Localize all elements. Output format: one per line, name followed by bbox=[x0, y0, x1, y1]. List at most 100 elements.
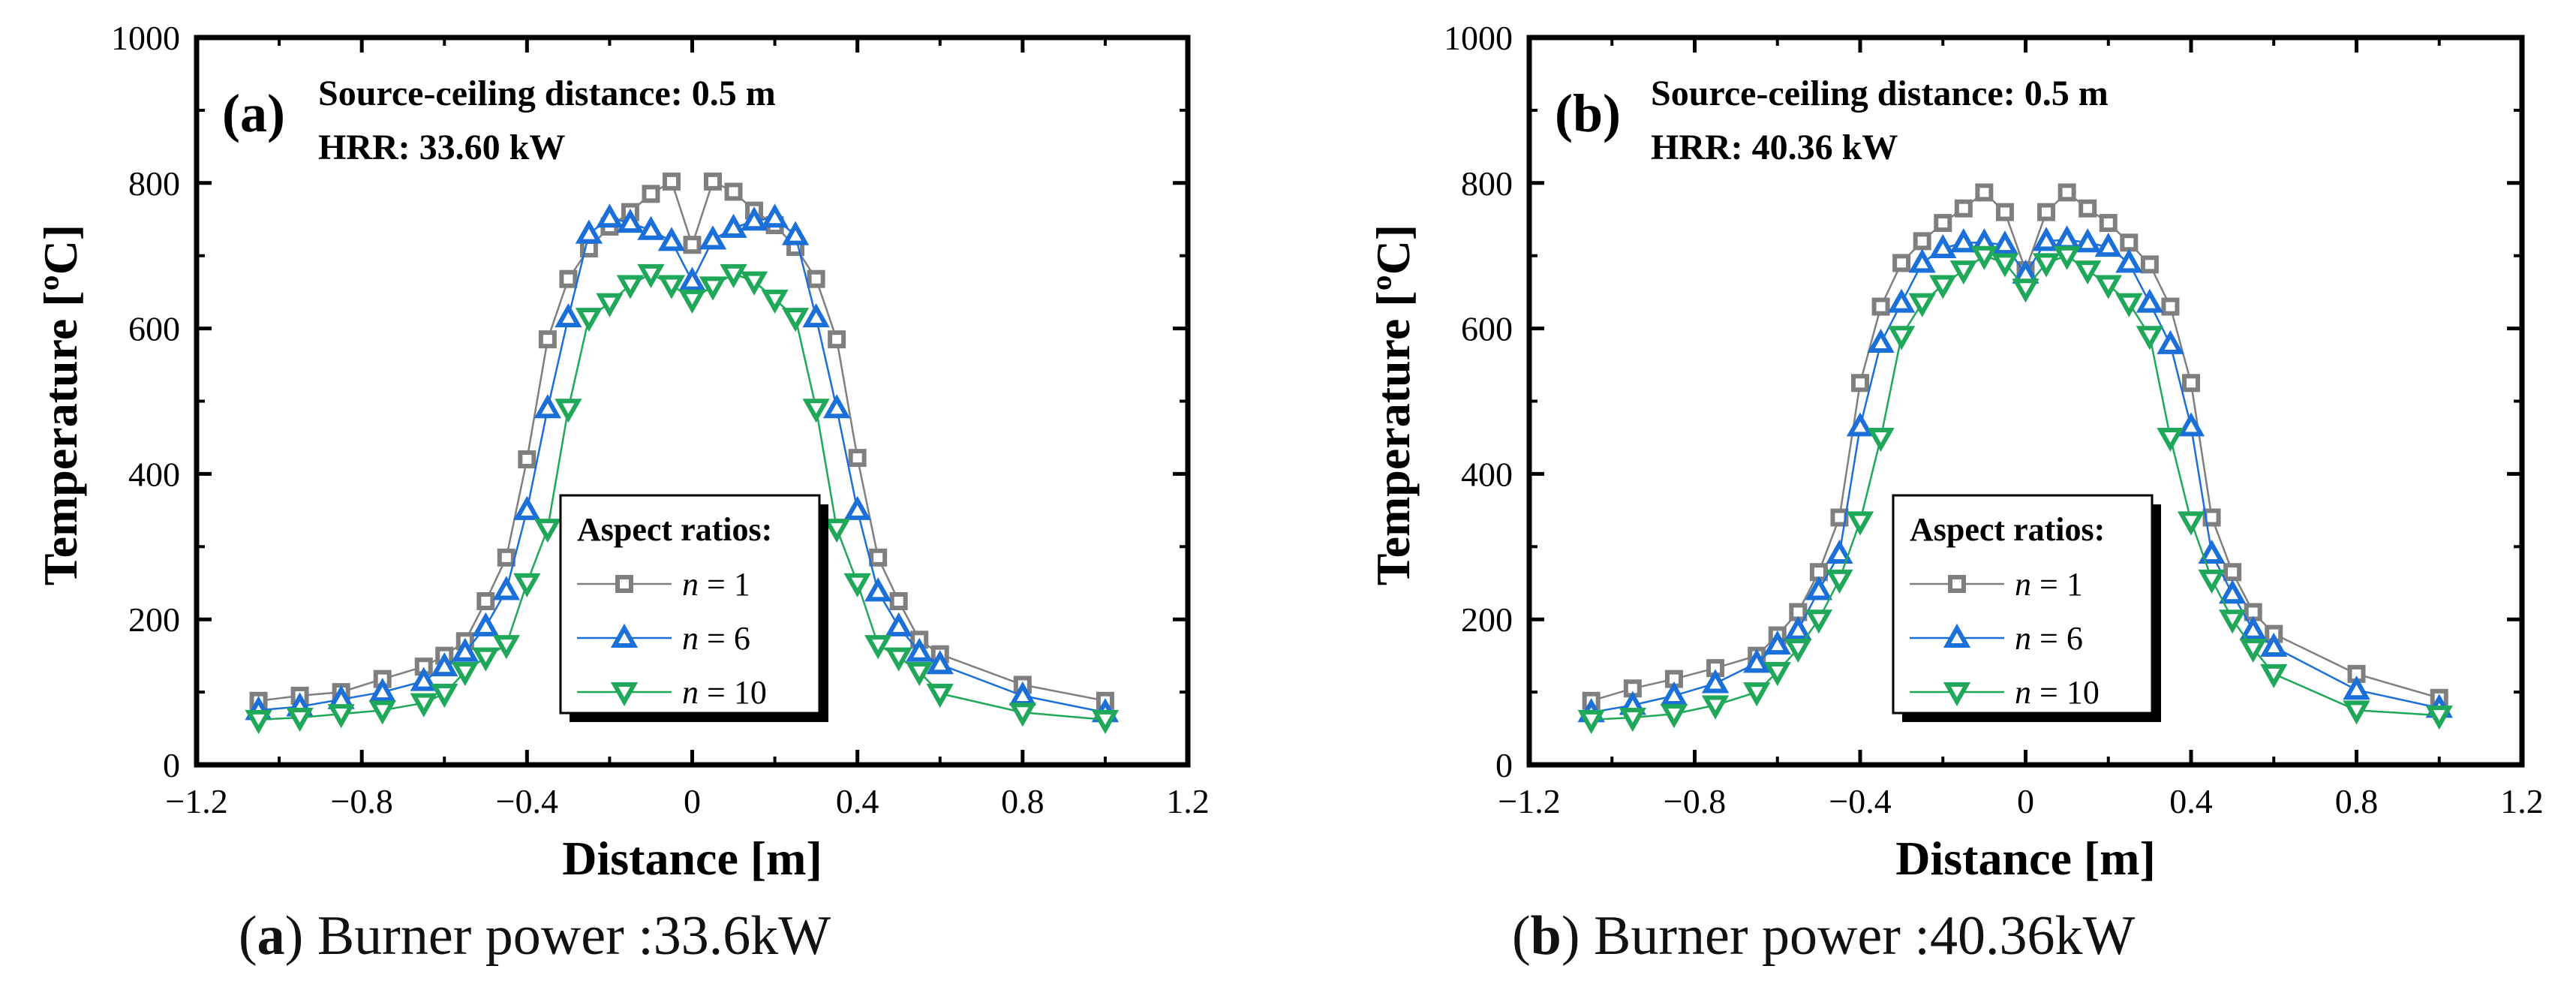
legend-swatch-marker bbox=[610, 623, 639, 648]
data-point bbox=[1743, 682, 1771, 707]
legend-label: n = 6 bbox=[2015, 620, 2083, 657]
data-point bbox=[1975, 183, 1994, 202]
y-tick-label: 600 bbox=[1461, 310, 1513, 348]
data-point bbox=[2074, 228, 2102, 253]
data-point bbox=[1701, 695, 1730, 720]
data-point bbox=[699, 225, 727, 250]
data-point bbox=[683, 236, 702, 254]
data-point bbox=[245, 709, 272, 735]
data-point bbox=[410, 667, 437, 691]
data-point bbox=[1846, 511, 1874, 536]
caption-a-letter: a bbox=[257, 905, 285, 967]
data-point bbox=[724, 182, 743, 201]
x-tick-label: −1.2 bbox=[1498, 782, 1560, 820]
data-point bbox=[534, 394, 561, 419]
data-point bbox=[662, 172, 681, 191]
data-point bbox=[828, 330, 846, 349]
data-point bbox=[2099, 214, 2118, 233]
data-point bbox=[906, 661, 933, 687]
legend-title: Aspect ratios: bbox=[1910, 511, 2105, 548]
y-axis-label: Temperature [ºC] bbox=[1366, 224, 1420, 585]
data-point bbox=[431, 684, 458, 709]
data-point bbox=[2140, 255, 2159, 274]
data-point bbox=[885, 647, 912, 672]
data-point bbox=[1949, 228, 1977, 253]
data-point bbox=[807, 269, 825, 288]
data-point bbox=[1929, 275, 1957, 299]
annotation-line: HRR: 33.60 kW bbox=[318, 128, 565, 167]
data-point bbox=[1970, 245, 1998, 270]
data-point bbox=[843, 495, 871, 520]
data-point bbox=[2094, 275, 2122, 299]
data-point bbox=[451, 661, 479, 687]
data-point bbox=[1908, 293, 1936, 317]
data-point bbox=[1991, 253, 2019, 278]
legend-swatch-marker bbox=[1943, 623, 1971, 648]
data-point bbox=[2239, 638, 2267, 663]
data-point bbox=[2218, 609, 2247, 634]
data-point bbox=[2136, 288, 2164, 313]
data-point bbox=[368, 678, 396, 703]
data-point bbox=[699, 276, 727, 301]
data-point bbox=[2037, 203, 2056, 221]
data-point bbox=[678, 266, 706, 291]
y-tick-label: 400 bbox=[128, 455, 180, 493]
data-point bbox=[1871, 297, 1890, 316]
data-point bbox=[1991, 230, 2019, 255]
data-point bbox=[1577, 709, 1605, 735]
data-point bbox=[2223, 563, 2242, 582]
x-tick-label: −0.4 bbox=[496, 782, 558, 820]
data-point bbox=[2120, 233, 2139, 252]
series-triangle-down bbox=[1577, 245, 2453, 735]
y-tick-label: 200 bbox=[1461, 600, 1513, 639]
data-point bbox=[472, 647, 500, 672]
data-point bbox=[2182, 374, 2200, 393]
x-tick-label: −0.4 bbox=[1829, 782, 1891, 820]
data-point bbox=[1887, 326, 1916, 351]
data-point bbox=[534, 519, 561, 543]
data-point bbox=[642, 185, 660, 203]
data-point bbox=[1743, 648, 1771, 673]
data-point bbox=[2425, 706, 2453, 730]
data-point bbox=[513, 495, 541, 520]
data-point bbox=[637, 263, 665, 289]
data-point bbox=[1784, 615, 1812, 640]
x-tick-label: −0.8 bbox=[330, 782, 392, 820]
data-point bbox=[1892, 254, 1911, 272]
legend-swatch-marker bbox=[615, 575, 633, 593]
data-point bbox=[1929, 233, 1957, 259]
panel-letter: (b) bbox=[1555, 83, 1621, 143]
legend: Aspect ratios: n = 1 n = 6 n = 10 bbox=[559, 494, 828, 722]
chart-panel-1: −1.2 −0.8 −0.4 0 0.4 0.8 1.2 0 200 400 600 800 1000 D… bbox=[1366, 19, 2544, 885]
data-point bbox=[1908, 248, 1936, 273]
data-point bbox=[802, 399, 830, 423]
data-point bbox=[2260, 663, 2288, 688]
x-axis-label: Distance [m] bbox=[562, 832, 822, 885]
data-point bbox=[781, 221, 810, 245]
y-tick-label: 600 bbox=[128, 310, 180, 348]
legend: Aspect ratios: n = 1 n = 6 n = 10 bbox=[1892, 494, 2161, 722]
data-point bbox=[1913, 232, 1931, 251]
legend-swatch-marker bbox=[1948, 575, 1966, 593]
data-point bbox=[1954, 199, 1973, 218]
data-point bbox=[2177, 412, 2205, 437]
data-point bbox=[637, 215, 665, 240]
caption-a-text: Burner power :33.6kW bbox=[303, 905, 831, 967]
data-point bbox=[740, 206, 768, 231]
caption-b-letter: b bbox=[1530, 905, 1562, 967]
y-tick-label: 800 bbox=[128, 164, 180, 203]
data-point bbox=[1867, 328, 1895, 353]
data-point bbox=[2074, 260, 2102, 285]
data-point bbox=[1826, 569, 1853, 594]
data-point bbox=[286, 708, 314, 733]
data-point bbox=[518, 450, 537, 469]
y-tick-label: 800 bbox=[1461, 164, 1513, 203]
legend-label: n = 10 bbox=[682, 674, 767, 711]
data-point bbox=[492, 576, 520, 600]
x-tick-label: 0.8 bbox=[2335, 782, 2379, 820]
caption-a: (a) Burner power :33.6kW bbox=[239, 905, 831, 967]
data-point bbox=[1091, 709, 1120, 735]
data-point bbox=[451, 637, 479, 662]
data-point bbox=[1846, 412, 1874, 437]
legend-title: Aspect ratios: bbox=[577, 511, 772, 548]
